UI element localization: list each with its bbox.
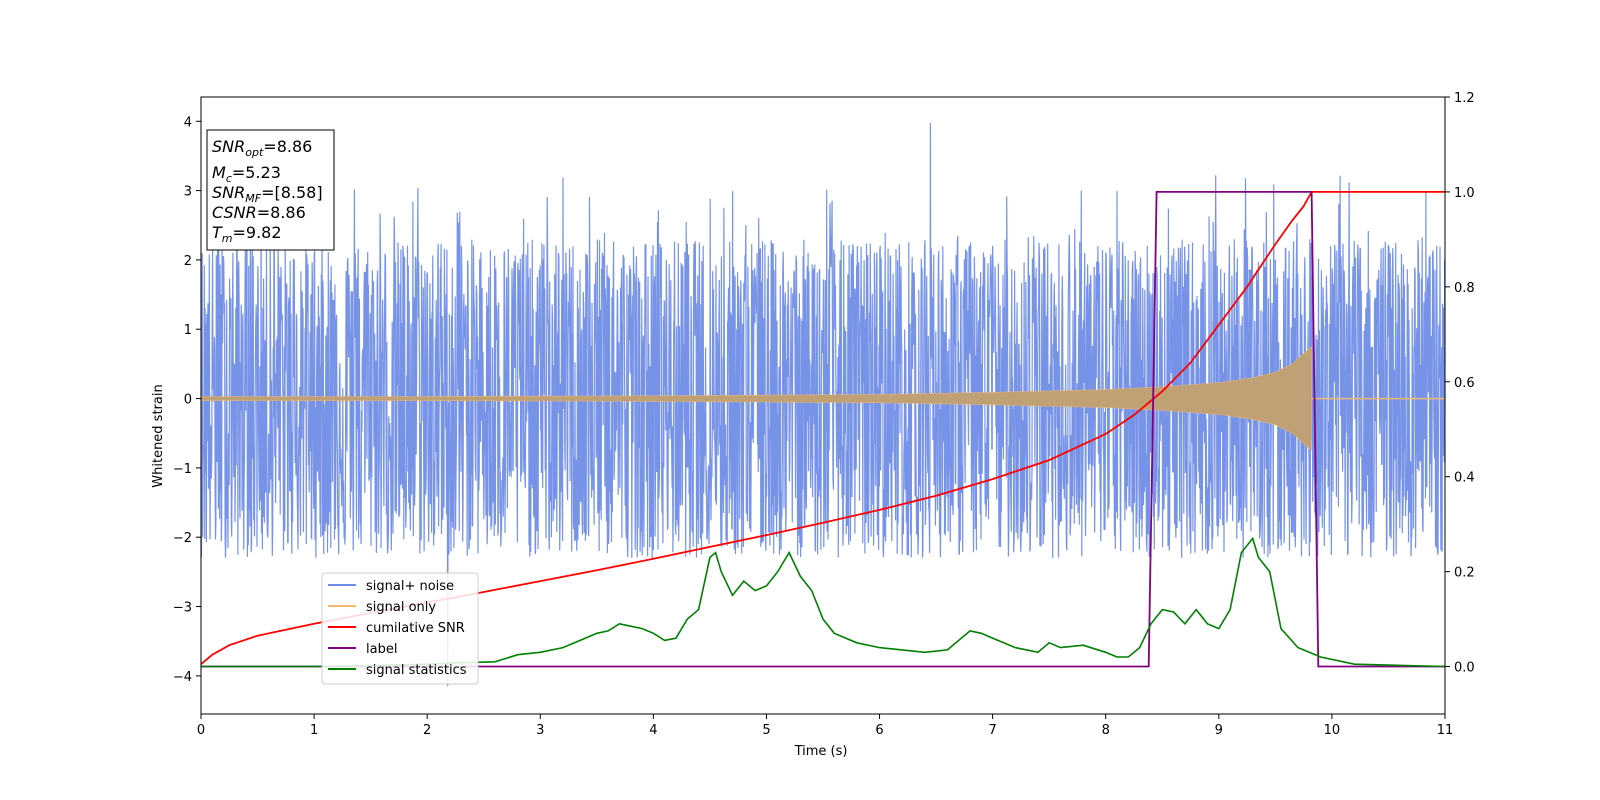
x-tick-label: 10 bbox=[1324, 723, 1341, 738]
x-tick-label: 0 bbox=[197, 723, 205, 738]
info-snr-mf: SNRMF=[8.58] bbox=[212, 183, 323, 205]
y-tick-label: 3 bbox=[184, 185, 192, 200]
x-tick-label: 11 bbox=[1437, 723, 1454, 738]
series-signal-statistics bbox=[201, 536, 1446, 668]
y-tick-label: 1 bbox=[184, 323, 192, 338]
info-csnr: CSNR=8.86 bbox=[212, 203, 306, 222]
y2-tick-label: 0.4 bbox=[1454, 471, 1475, 486]
x-tick-label: 3 bbox=[536, 723, 544, 738]
x-tick-label: 6 bbox=[875, 723, 883, 738]
legend-frame bbox=[321, 572, 479, 685]
series-signal-only bbox=[200, 345, 1312, 452]
x-tick-label: 9 bbox=[1215, 723, 1223, 738]
legend-label-label: label bbox=[366, 642, 397, 657]
y-tick-label: −2 bbox=[173, 531, 192, 546]
x-axis-label: Time (s) bbox=[794, 744, 848, 759]
y-axis-label: Whitened strain bbox=[151, 384, 166, 487]
x-tick-label: 7 bbox=[988, 723, 996, 738]
info-box: SNRopt=8.86 Mc=5.23 SNRMF=[8.58] CSNR=8.… bbox=[206, 129, 335, 251]
x-tick-label: 8 bbox=[1102, 723, 1110, 738]
legend-label-signal-only: signal only bbox=[366, 600, 436, 615]
y-tick-label: 0 bbox=[184, 393, 192, 408]
legend-label-signal-noise: signal+ noise bbox=[366, 579, 454, 594]
y2-tick-label: 0.0 bbox=[1454, 661, 1475, 676]
x-tick-label: 2 bbox=[423, 723, 431, 738]
y2-tick-label: 1.2 bbox=[1454, 91, 1475, 106]
x-tick-label: 4 bbox=[649, 723, 657, 738]
y-tick-label: 4 bbox=[184, 115, 192, 130]
info-tm: Tm=9.82 bbox=[212, 223, 282, 245]
info-box-frame bbox=[206, 129, 335, 251]
series-signal-noise bbox=[200, 122, 1446, 687]
y2-tick-label: 0.8 bbox=[1454, 281, 1475, 296]
plot-layer bbox=[200, 122, 1446, 687]
x-tick-label: 5 bbox=[762, 723, 770, 738]
y2-tick-label: 1.0 bbox=[1454, 186, 1475, 201]
x-tick-label: 1 bbox=[310, 723, 318, 738]
legend-label-cumulative-snr: cumilative SNR bbox=[366, 621, 465, 636]
info-snr-opt: SNRopt=8.86 bbox=[212, 137, 312, 159]
legend: signal+ noise signal only cumilative SNR… bbox=[321, 572, 479, 685]
y-tick-label: −3 bbox=[173, 601, 192, 616]
y2-tick-label: 0.2 bbox=[1454, 566, 1475, 581]
y-tick-label: −1 bbox=[173, 462, 192, 477]
y-tick-label: −4 bbox=[173, 670, 192, 685]
plot-frame bbox=[200, 96, 1446, 715]
info-mc: Mc=5.23 bbox=[212, 163, 281, 185]
y-tick-label: 2 bbox=[184, 254, 192, 269]
axes-layer: 0 1 2 3 4 5 6 7 8 9 10 1143210−1−2−3−41.21.00.80.60… bbox=[173, 91, 1475, 738]
y2-tick-label: 0.6 bbox=[1454, 376, 1475, 391]
legend-label-signal-statistics: signal statistics bbox=[366, 663, 467, 678]
series-label bbox=[201, 190, 1445, 668]
